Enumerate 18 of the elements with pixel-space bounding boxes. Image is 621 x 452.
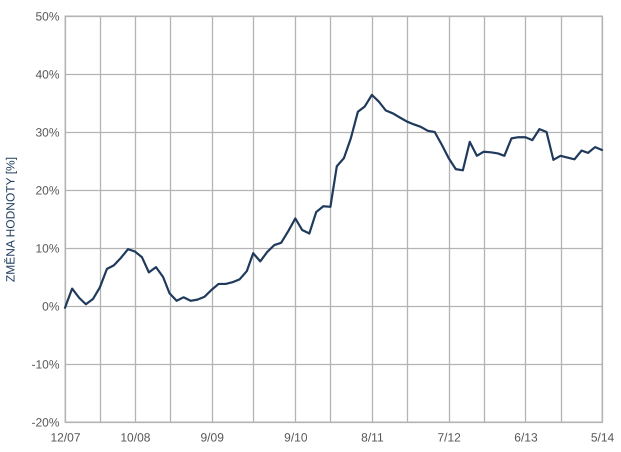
y-axis-title: ZMĚNA HODNOTY [%] [3, 156, 18, 282]
line-series [64, 94, 604, 309]
x-tick-label: 6/13 [514, 430, 538, 444]
x-tick-label: 12/07 [50, 430, 81, 444]
x-tick-label: 9/09 [200, 430, 224, 444]
y-tick-label: 50% [35, 10, 60, 24]
y-tick-label: 10% [35, 242, 60, 256]
x-tick-label: 8/11 [361, 430, 384, 444]
x-tick-label: 9/10 [284, 430, 308, 444]
x-tick-label: 10/08 [120, 430, 151, 444]
y-tick-label: 30% [35, 126, 60, 140]
y-tick-label: 0% [42, 300, 60, 314]
x-tick-label: 7/12 [437, 430, 462, 444]
y-tick-label: -20% [31, 416, 60, 430]
y-tick-label: -10% [31, 358, 60, 372]
y-tick-label: 40% [35, 68, 60, 82]
y-tick-label: 20% [35, 184, 60, 198]
x-tick-label: 5/14 [590, 430, 614, 444]
